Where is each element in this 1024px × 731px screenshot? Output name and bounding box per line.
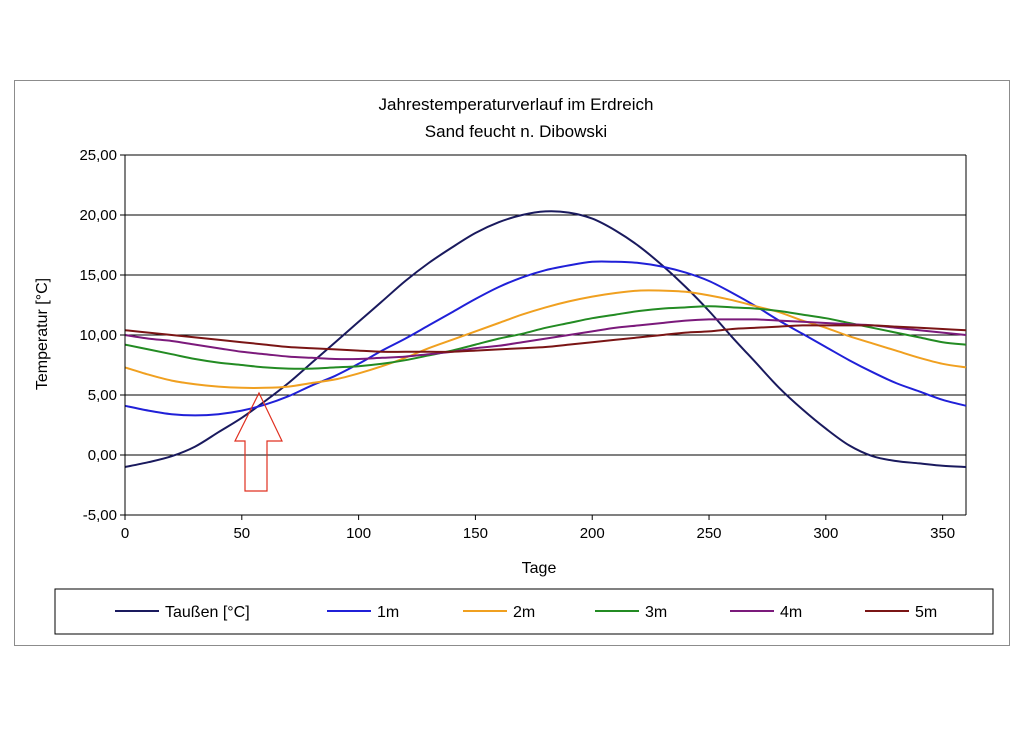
chart-svg: Jahrestemperaturverlauf im Erdreich Sand… — [34, 95, 994, 635]
legend-label: 3m — [645, 604, 667, 621]
series-line-4 — [124, 318, 967, 361]
chart-title-line-2: Sand feucht n. Dibowski — [425, 122, 607, 141]
series-line-3 — [124, 305, 967, 370]
gridlines — [125, 154, 967, 516]
legend-box — [54, 588, 994, 635]
y-tick-label: 0,00 — [88, 447, 117, 464]
x-tick-label: 0 — [121, 525, 129, 542]
y-axis-label: Temperatur [°C] — [34, 278, 51, 390]
arrow-annotation — [234, 391, 283, 492]
legend-item: 2m — [463, 604, 535, 621]
series-lines — [124, 210, 967, 468]
x-tick-label: 200 — [580, 525, 605, 542]
legend-item: 1m — [327, 604, 399, 621]
x-tick-label: 100 — [346, 525, 371, 542]
series-line-2 — [124, 289, 967, 389]
y-tick-label: 15,00 — [79, 267, 117, 284]
legend-label: 2m — [513, 604, 535, 621]
y-tick-label: 25,00 — [79, 147, 117, 164]
legend-item: 3m — [595, 604, 667, 621]
legend-label: Taußen [°C] — [165, 604, 250, 621]
x-tick-label: 350 — [930, 525, 955, 542]
x-tick-label: 300 — [813, 525, 838, 542]
series-line-5 — [124, 324, 967, 353]
legend-item: 5m — [865, 604, 937, 621]
legend-item: 4m — [730, 604, 802, 621]
chart-frame: Jahrestemperaturverlauf im Erdreich Sand… — [14, 80, 1010, 646]
legend-label: 5m — [915, 604, 937, 621]
x-tick-label: 150 — [463, 525, 488, 542]
x-axis-label: Tage — [522, 560, 557, 577]
chart-title-line-1: Jahrestemperaturverlauf im Erdreich — [379, 95, 654, 114]
legend-label: 1m — [377, 604, 399, 621]
series-line-0 — [124, 210, 967, 468]
y-tick-label: -5,00 — [83, 507, 117, 524]
y-tick-label: 20,00 — [79, 207, 117, 224]
x-tick-label: 50 — [233, 525, 250, 542]
legend-item: Taußen [°C] — [115, 604, 250, 621]
legend-label: 4m — [780, 604, 802, 621]
y-tick-label: 5,00 — [88, 387, 117, 404]
legend: Taußen [°C] 1m 2m 3m 4m 5m — [115, 604, 937, 621]
axes: -5,00 0,00 5,00 10,00 15,00 20,00 25,00 0 50 100 1… — [79, 147, 955, 542]
y-tick-label: 10,00 — [79, 327, 117, 344]
x-tick-label: 250 — [697, 525, 722, 542]
